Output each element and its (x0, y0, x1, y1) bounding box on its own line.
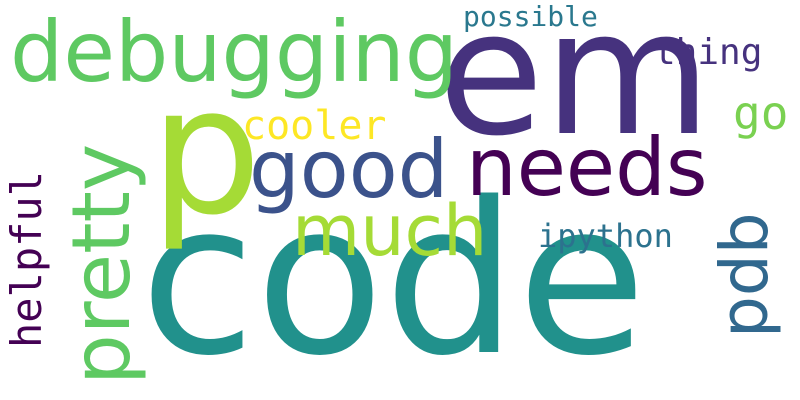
word-needs: needs (466, 128, 708, 208)
word-go: go (733, 90, 788, 136)
word-cooler: cooler (242, 106, 387, 146)
word-thing: thing (654, 35, 762, 71)
word-ipython: ipython (538, 220, 673, 252)
word-helpful: helpful (6, 171, 48, 348)
word-pdb: pdb (712, 212, 778, 338)
word-much: much (292, 196, 487, 266)
word-pretty: pretty (62, 144, 142, 385)
word-debugging: debugging (10, 10, 458, 94)
word-possible: possible (463, 3, 598, 31)
